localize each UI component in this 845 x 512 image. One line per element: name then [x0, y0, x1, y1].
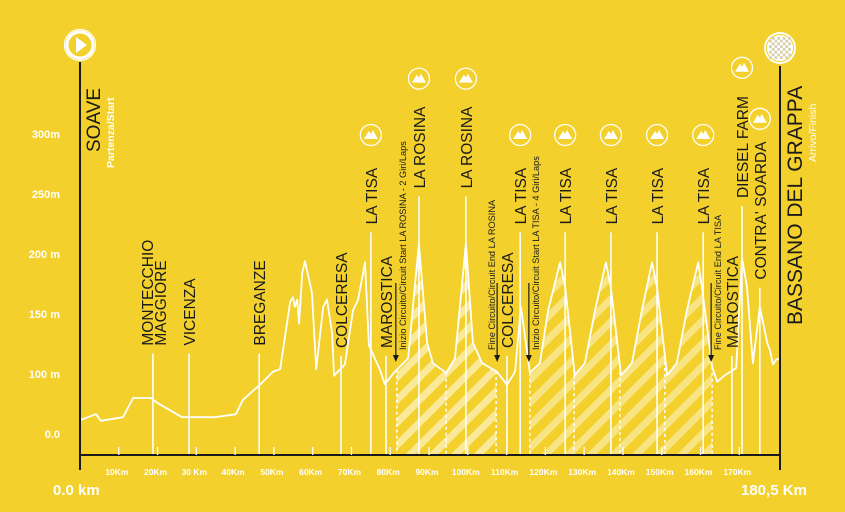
marker-label: BREGANZE — [252, 260, 269, 345]
x-tick-label: 90Km — [415, 467, 439, 477]
mountain-climb-icon — [730, 56, 754, 79]
mountain-climb-icon — [748, 107, 771, 130]
mountain-climb-icon — [692, 123, 715, 147]
marker-label: LA TISA — [696, 167, 713, 224]
x-tick-label: 170Km — [723, 467, 751, 477]
y-tick-label: 300m — [32, 129, 60, 141]
location-marker: LA TISA — [359, 123, 383, 455]
finish-sub-label: Arrivo/Finish — [807, 103, 819, 162]
x-tick-label: 120Km — [529, 467, 557, 477]
x-tick-label: 10Km — [105, 467, 129, 477]
mountain-climb-icon — [454, 67, 478, 90]
circuit-area — [529, 262, 713, 455]
location-marker: LA TISA — [645, 123, 669, 455]
finish-marker: BASSANO DEL GRAPPA Arrivo/Finish 180,5 Km — [741, 32, 819, 499]
mountain-climb-icon — [554, 123, 577, 147]
x-tick-label: 130Km — [568, 467, 596, 477]
x-tick-label: 60Km — [299, 467, 323, 477]
start-city-label: SOAVE — [84, 88, 105, 152]
finish-city-label: BASSANO DEL GRAPPA — [784, 86, 807, 325]
play-icon — [63, 28, 97, 62]
marker-label: COLCERESA — [500, 252, 517, 348]
finish-km-label: 180,5 Km — [741, 482, 807, 499]
marker-label: LA TISA — [604, 167, 621, 224]
x-tick-label: 70Km — [338, 467, 362, 477]
x-tick-label: 30 Km — [182, 467, 208, 477]
mountain-climb-icon — [599, 123, 623, 147]
marker-label: MONTECCHIO — [140, 240, 157, 346]
circuit-note-label: Inizio Circuito/Circuit Start LA TISA - … — [531, 156, 541, 350]
marker-label: LA TISA — [558, 167, 575, 224]
location-marker: BREGANZE — [252, 260, 269, 455]
location-marker: LA TISA — [599, 123, 623, 455]
mountain-climb-icon — [407, 67, 431, 90]
circuit-note-label: Fine Circuito/Circuit End LA TISA — [713, 214, 723, 350]
arrowhead-icon — [494, 355, 501, 362]
marker-label: MAGGIORE — [153, 260, 170, 345]
y-tick-label: 100 m — [29, 369, 60, 381]
x-tick-label: 110Km — [491, 467, 519, 477]
x-tick-label: 150Km — [646, 467, 674, 477]
mountain-climb-icon — [645, 123, 669, 147]
location-marker: MAROSTICA — [725, 255, 742, 455]
location-marker: LA TISA — [692, 123, 715, 455]
start-km-label: 0.0 km — [53, 482, 100, 499]
location-marker: DIESEL FARM — [730, 56, 754, 455]
x-tick-label: 160Km — [685, 467, 713, 477]
x-tick-label: 40Km — [222, 467, 246, 477]
mountain-climb-icon — [509, 123, 532, 147]
location-marker: COLCERESA — [334, 252, 351, 455]
marker-label: CONTRA' SOARDA — [753, 141, 770, 280]
location-marker: LA TISA — [554, 123, 577, 455]
circuit-note-label: Inizio Circuito/Circuit Start LA ROSINA … — [398, 141, 408, 350]
circuit-note: Fine Circuito/Circuit End LA ROSINA — [487, 199, 501, 362]
circuit-note-label: Fine Circuito/Circuit End LA ROSINA — [487, 199, 497, 350]
arrowhead-icon — [392, 355, 399, 362]
location-marker: COLCERESA — [500, 252, 517, 455]
start-marker: SOAVE Partenza/Start 0.0 km — [53, 28, 117, 499]
marker-label: VICENZA — [182, 278, 199, 346]
y-tick-label: 200 m — [29, 249, 60, 261]
marker-label: LA TISA — [650, 167, 667, 224]
y-tick-label: 150 m — [29, 309, 60, 321]
location-marker: VICENZA — [182, 278, 199, 455]
location-marker: LA ROSINA — [407, 67, 431, 455]
arrowhead-icon — [525, 355, 532, 362]
start-sub-label: Partenza/Start — [105, 97, 117, 168]
circuit-area — [396, 243, 497, 455]
marker-label: LA TISA — [364, 167, 381, 224]
x-tick-label: 20Km — [144, 467, 168, 477]
location-marker: MAROSTICA — [379, 255, 396, 455]
x-tick-label: 50Km — [260, 467, 284, 477]
marker-label: DIESEL FARM — [735, 96, 752, 198]
marker-label: LA ROSINA — [412, 106, 429, 188]
marker-label: LA ROSINA — [459, 106, 476, 188]
x-tick-label: 80Km — [377, 467, 401, 477]
marker-label: MAROSTICA — [725, 255, 742, 348]
x-tick-label: 140Km — [607, 467, 635, 477]
y-tick-label: 250m — [32, 189, 60, 201]
circuit-note: Inizio Circuito/Circuit Start LA ROSINA … — [392, 141, 408, 362]
location-marker: LA TISA — [509, 123, 532, 455]
y-tick-label: 0.0 — [45, 429, 60, 441]
location-marker: CONTRA' SOARDA — [748, 107, 771, 455]
mountain-climb-icon — [359, 123, 383, 147]
circuit-note: Inizio Circuito/Circuit Start LA TISA - … — [525, 156, 541, 362]
arrowhead-icon — [708, 355, 715, 362]
location-marker: LA ROSINA — [454, 67, 478, 455]
marker-label: COLCERESA — [334, 252, 351, 348]
x-tick-label: 100Km — [452, 467, 480, 477]
elevation-profile-line — [79, 242, 781, 422]
marker-label: LA TISA — [513, 167, 530, 224]
checkered-flag-icon — [764, 32, 796, 64]
marker-label: MAROSTICA — [379, 255, 396, 348]
circuit-note: Fine Circuito/Circuit End LA TISA — [708, 214, 723, 362]
